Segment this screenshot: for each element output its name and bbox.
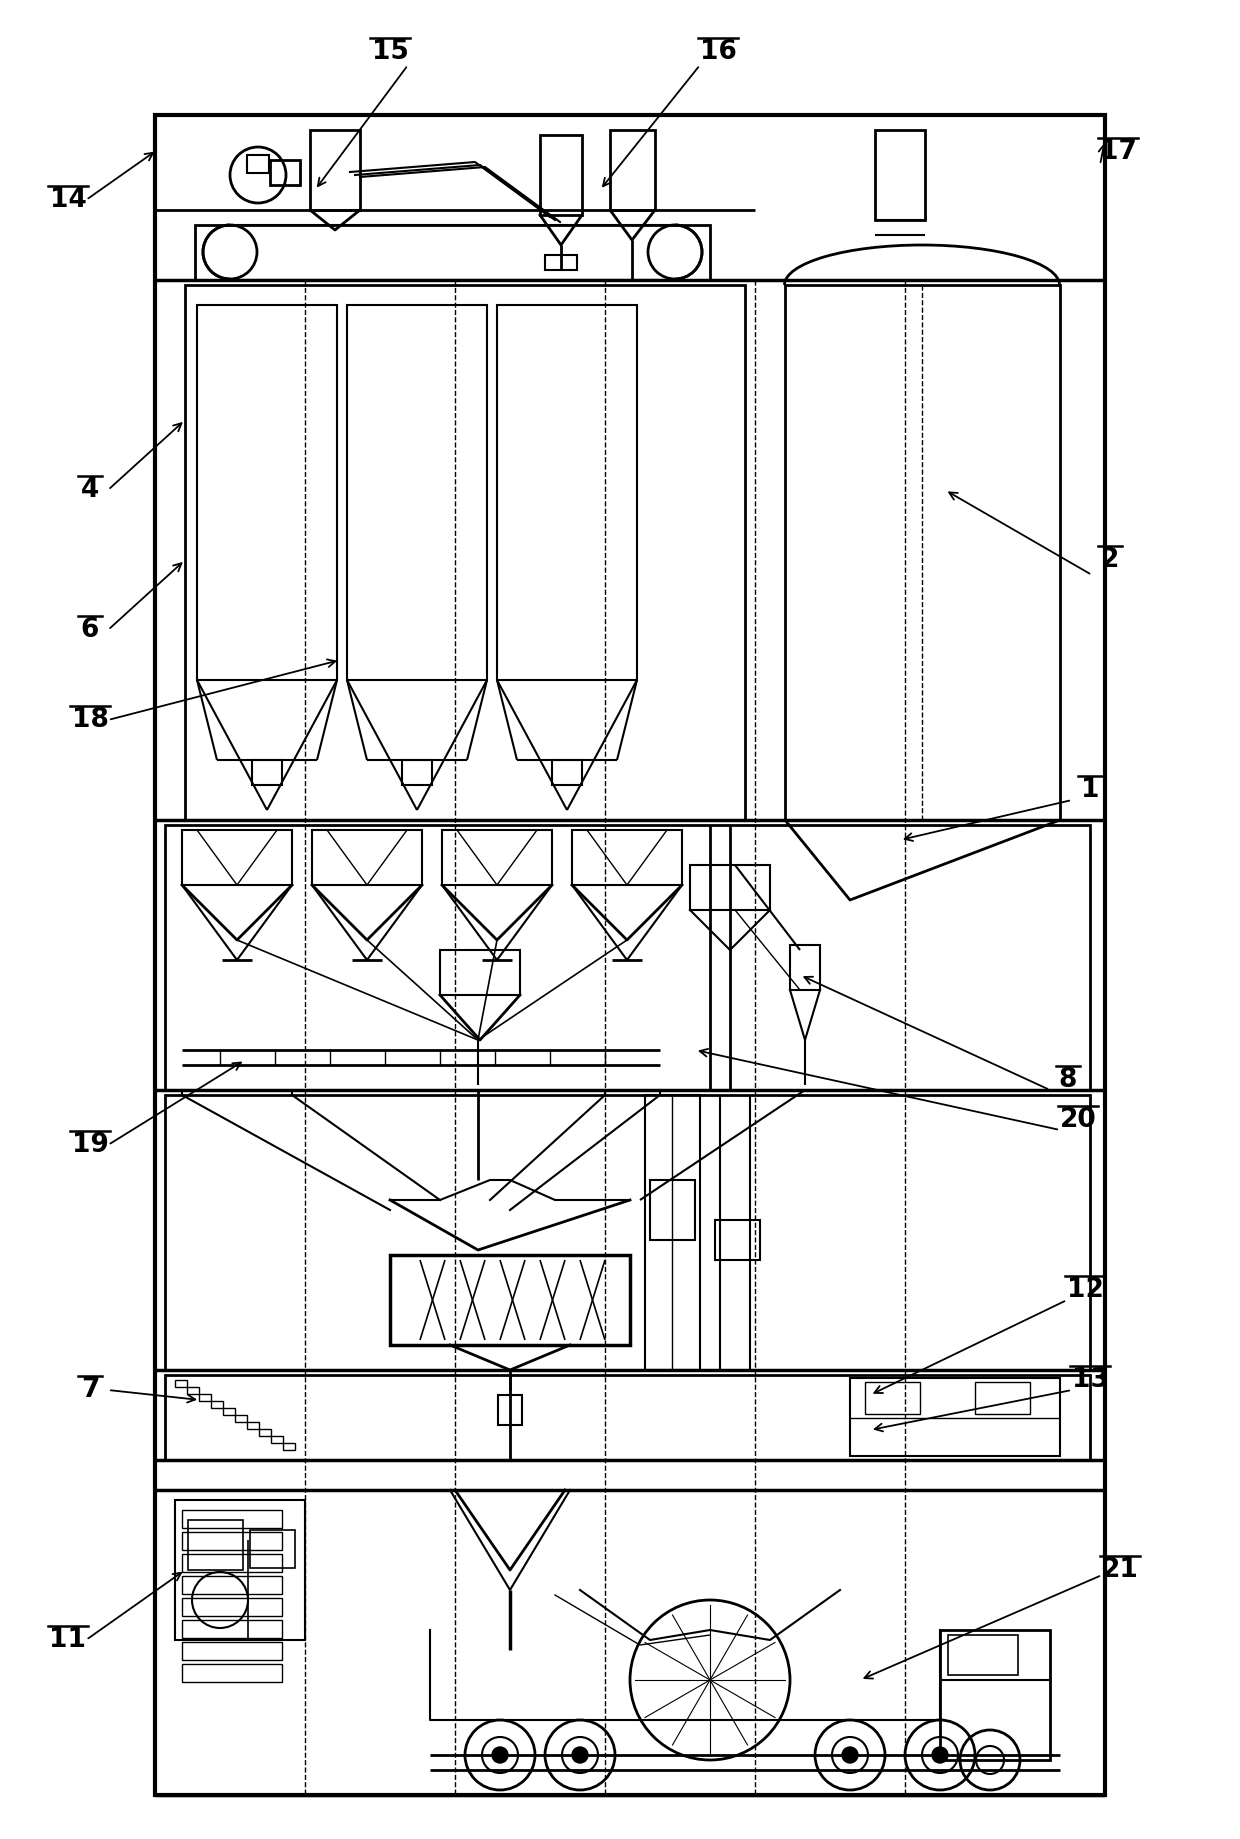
Bar xyxy=(259,1429,272,1436)
Bar xyxy=(849,1377,1060,1456)
Text: 14: 14 xyxy=(50,188,87,213)
Text: 13: 13 xyxy=(1071,1366,1109,1392)
Bar xyxy=(790,945,820,989)
Bar xyxy=(270,160,300,186)
Bar xyxy=(188,1521,243,1571)
Text: 19: 19 xyxy=(72,1133,108,1159)
Bar xyxy=(347,305,487,680)
Bar xyxy=(198,1394,211,1401)
Bar xyxy=(236,1414,247,1422)
Circle shape xyxy=(932,1747,949,1764)
Bar xyxy=(182,1510,281,1528)
Text: 4: 4 xyxy=(81,476,99,504)
Bar xyxy=(498,1396,522,1425)
Bar xyxy=(187,1387,198,1394)
Bar xyxy=(650,1181,694,1239)
Bar xyxy=(610,131,655,210)
Bar xyxy=(866,1381,920,1414)
Bar xyxy=(715,1219,760,1260)
Bar xyxy=(785,285,1060,820)
Text: 2: 2 xyxy=(1101,546,1120,574)
Bar xyxy=(175,1501,305,1640)
Circle shape xyxy=(572,1747,588,1764)
Bar xyxy=(539,134,582,215)
Bar xyxy=(197,305,337,680)
Text: 21: 21 xyxy=(1101,1558,1138,1583)
Text: 11: 11 xyxy=(50,1628,87,1653)
Bar xyxy=(440,951,520,995)
Bar xyxy=(546,256,577,270)
Bar xyxy=(272,1436,283,1444)
Bar xyxy=(247,154,269,173)
Bar xyxy=(940,1629,1050,1760)
Bar xyxy=(252,760,281,785)
Bar xyxy=(402,760,432,785)
Bar xyxy=(175,1379,187,1387)
Text: 20: 20 xyxy=(1060,1107,1096,1133)
Bar xyxy=(211,1401,223,1409)
Text: 17: 17 xyxy=(1100,140,1136,166)
Bar xyxy=(497,305,637,680)
Bar xyxy=(155,116,1105,1795)
Bar xyxy=(182,829,291,885)
Bar xyxy=(283,1444,295,1449)
Text: 18: 18 xyxy=(72,706,108,734)
Bar xyxy=(195,224,711,280)
Text: 12: 12 xyxy=(1066,1276,1104,1304)
Bar xyxy=(391,1254,630,1344)
Bar xyxy=(645,1094,701,1370)
Bar xyxy=(182,1620,281,1639)
Text: 16: 16 xyxy=(699,39,737,64)
Bar xyxy=(949,1635,1018,1675)
Bar xyxy=(182,1642,281,1661)
Bar xyxy=(310,131,360,210)
Text: 1: 1 xyxy=(1081,778,1099,804)
Bar xyxy=(250,1530,295,1569)
Bar xyxy=(165,826,1090,1091)
Circle shape xyxy=(492,1747,508,1764)
Bar xyxy=(182,1598,281,1616)
Bar xyxy=(182,1576,281,1594)
Bar xyxy=(312,829,422,885)
Bar xyxy=(182,1664,281,1683)
Circle shape xyxy=(842,1747,858,1764)
Bar xyxy=(689,864,770,910)
Text: 8: 8 xyxy=(1059,1067,1078,1092)
Bar xyxy=(552,760,582,785)
Bar xyxy=(182,1532,281,1550)
Bar xyxy=(572,829,682,885)
Bar xyxy=(165,1376,1090,1460)
Text: 7: 7 xyxy=(81,1377,99,1403)
Bar xyxy=(975,1381,1030,1414)
Bar xyxy=(182,1554,281,1572)
Bar xyxy=(223,1409,236,1414)
Bar xyxy=(165,1094,1090,1370)
Text: 15: 15 xyxy=(372,39,408,64)
Text: 6: 6 xyxy=(81,618,99,644)
Bar xyxy=(441,829,552,885)
Bar xyxy=(185,285,745,820)
Bar xyxy=(875,131,925,221)
Bar xyxy=(247,1422,259,1429)
